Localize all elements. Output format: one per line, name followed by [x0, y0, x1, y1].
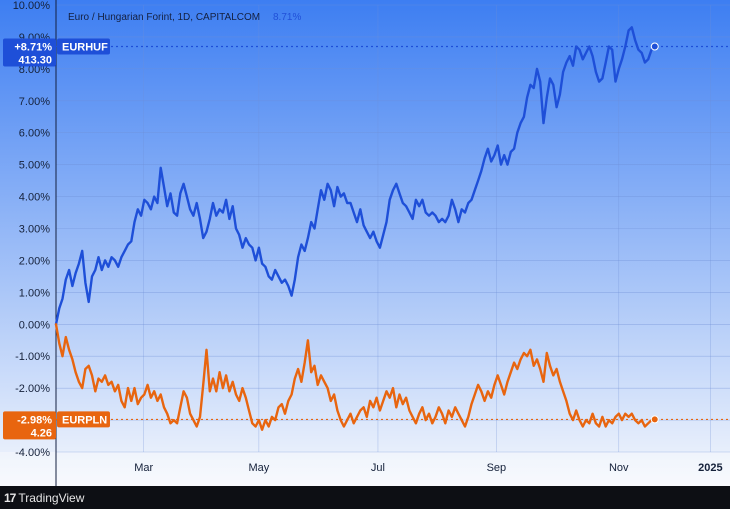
y-tick-label: 3.00% [19, 224, 50, 236]
axis-badge-value-eurhuf: 413.30 [18, 55, 52, 67]
y-tick-label: 7.00% [19, 96, 50, 108]
x-axis-ticks: Mar May Jul Sep Nov 2025 [134, 462, 722, 474]
grid [56, 4, 730, 453]
chart-title-change: 8.71% [273, 12, 301, 23]
chart-background [0, 0, 730, 486]
chart: 10.00%9.00%8.00%7.00%6.00%5.00%4.00%3.00… [0, 0, 730, 486]
y-tick-label: 1.00% [19, 287, 50, 299]
axis-badge-eurhuf [3, 38, 56, 67]
x-tick-label: Sep [487, 462, 507, 474]
series-labels: +8.71%413.30 EURHUF -2.98%4.26 EURPLN [3, 38, 110, 440]
x-tick-label: 2025 [698, 462, 722, 474]
chart-title: Euro / Hungarian Forint, 1D, CAPITALCOM … [68, 12, 301, 23]
series-tag-eurhuf [57, 38, 110, 55]
y-tick-label: -2.00% [15, 383, 50, 395]
y-tick-label: 0.00% [19, 319, 50, 331]
y-tick-label: 10.00% [13, 0, 51, 12]
y-tick-label: -1.00% [15, 351, 50, 363]
axis-badge-pct-eurpln: -2.98% [17, 414, 52, 426]
x-tick-label: Jul [371, 462, 385, 474]
last-point-eurpln [650, 415, 659, 424]
series-tag-eurpln [57, 411, 110, 428]
tradingview-brand[interactable]: 17 TradingView [4, 491, 84, 505]
footer: 17 TradingView [0, 486, 730, 509]
chart-title-text: Euro / Hungarian Forint, 1D, CAPITALCOM [68, 12, 260, 23]
series-name-eurhuf: EURHUF [62, 42, 108, 54]
y-tick-label: -4.00% [15, 447, 50, 459]
series-line-eurhuf [54, 26, 656, 326]
axis-badge-value-eurpln: 4.26 [31, 427, 52, 439]
series-name-eurpln: EURPLN [62, 414, 107, 426]
tradingview-brand-text: TradingView [18, 491, 85, 505]
last-point-eurhuf [650, 42, 659, 51]
tradingview-logo-icon: 17 [4, 491, 16, 505]
axis-badge-eurpln [3, 411, 56, 440]
series [54, 26, 730, 431]
x-tick-label: Nov [609, 462, 629, 474]
x-axis-band [0, 452, 730, 486]
y-tick-label: 8.00% [19, 64, 50, 76]
y-tick-label: 5.00% [19, 160, 50, 172]
y-tick-label: 4.00% [19, 192, 50, 204]
axis-badge-pct-eurhuf: +8.71% [14, 42, 52, 54]
series-line-eurpln [54, 323, 656, 431]
x-tick-label: May [248, 462, 269, 474]
y-axis-ticks: 10.00%9.00%8.00%7.00%6.00%5.00%4.00%3.00… [13, 0, 51, 459]
y-tick-label: 2.00% [19, 255, 50, 267]
y-tick-label: 6.00% [19, 128, 50, 140]
x-tick-label: Mar [134, 462, 153, 474]
